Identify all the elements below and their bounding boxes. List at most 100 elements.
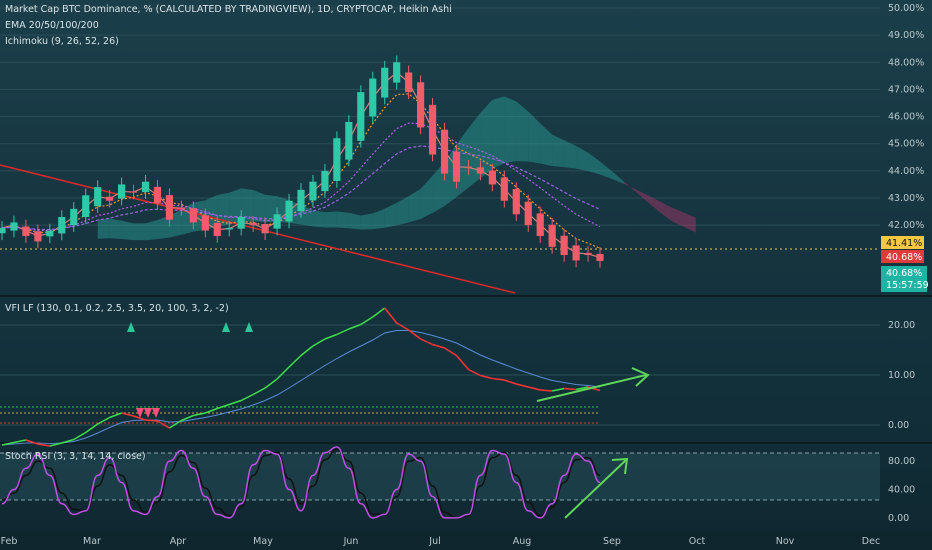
candle [82, 188, 90, 224]
price-badge-yellow-text: 41.41% [886, 238, 922, 249]
vfi-grid [0, 324, 880, 426]
kumo-bear-segment [659, 201, 672, 222]
candle-body [273, 214, 281, 229]
stoch-pane[interactable]: 80.00 40.00 0.00 [0, 446, 915, 524]
kumo-bull-segment [360, 213, 373, 230]
price-tick-label: 43.00% [888, 193, 924, 204]
price-tick-label: 50.00% [888, 3, 924, 14]
kumo-bull-segment [552, 134, 565, 168]
kumo-bull-segment [241, 188, 254, 222]
candle [22, 219, 30, 243]
time-axis-bg [0, 530, 932, 550]
vfi-segment [384, 307, 398, 324]
kumo-bull-segment [588, 152, 600, 175]
time-axis[interactable]: Feb Mar Apr May Jun Jul Aug Sep Oct Nov Dec [0, 530, 932, 550]
buy-signal-triangle [222, 322, 230, 332]
candle [225, 221, 233, 237]
current-price-badge [881, 266, 927, 292]
vfi-tick-label: 20.00 [888, 320, 915, 331]
candle-body [452, 151, 461, 182]
kumo-bear-segment [647, 195, 660, 213]
vfi-segment [372, 307, 386, 318]
candle-body [536, 213, 544, 236]
candle-body [237, 217, 245, 229]
candle [452, 144, 461, 189]
candle-body [129, 191, 138, 193]
kumo-bull-segment [229, 188, 242, 225]
candle-body [357, 92, 365, 141]
candle [34, 224, 42, 249]
candle [261, 217, 269, 241]
kumo-bull-segment [540, 123, 553, 167]
candle-body [381, 67, 389, 98]
candle [572, 238, 580, 268]
candle [488, 163, 496, 192]
candle-body [524, 201, 532, 226]
vfi-axis[interactable]: 20.00 10.00 0.00 [888, 320, 915, 431]
vfi-segment [396, 322, 410, 331]
ema-legend[interactable]: EMA 20/50/100/200 [5, 20, 99, 31]
candle-body [261, 223, 269, 234]
kumo-bull-segment [217, 192, 230, 227]
candle [560, 228, 568, 262]
candle-body [34, 231, 42, 242]
time-tick-label: Jun [343, 536, 359, 547]
price-axis[interactable]: 50.00% 49.00% 48.00% 47.00% 46.00% 45.00% 44.0… [888, 3, 924, 231]
kumo-bull-segment [348, 212, 361, 230]
candle-body [118, 184, 126, 199]
candle [309, 174, 317, 208]
kumo-bull-segment [157, 215, 170, 240]
candle [393, 55, 401, 90]
candle-body [106, 196, 114, 201]
vfi-segment [348, 323, 362, 330]
vfi-segment [169, 419, 182, 429]
ichimoku-legend[interactable]: Ichimoku (9, 26, 52, 26) [5, 36, 119, 47]
vfi-segment [121, 412, 134, 417]
heikin-ashi-candles [0, 55, 604, 268]
candle [237, 210, 245, 236]
kumo-bull-segment [432, 162, 445, 213]
candle-body [0, 227, 6, 234]
vfi-pane[interactable]: 20.00 10.00 0.00 [0, 307, 915, 447]
candle-body [560, 235, 568, 255]
candle-body [22, 226, 30, 236]
vfi-segment [157, 420, 170, 429]
candle [500, 170, 508, 208]
stoch-tick-label: 40.00 [888, 485, 915, 496]
candle-body [321, 170, 329, 192]
candle-body [153, 186, 162, 204]
price-tick-label: 42.00% [888, 220, 924, 231]
candle-body [440, 129, 449, 174]
candle-body [369, 78, 377, 117]
candle [141, 174, 150, 199]
candle [381, 60, 389, 105]
kumo-bull-segment [396, 196, 409, 226]
candle-body [512, 189, 520, 215]
vfi-segment [564, 387, 577, 391]
stoch-k-line [1, 446, 601, 519]
vfi-segment [73, 431, 87, 441]
stoch-lines [1, 446, 601, 519]
vfi-segment [217, 403, 230, 410]
price-pane[interactable]: 50.00% 49.00% 48.00% 47.00% 46.00% 45.00% 44.0… [0, 3, 924, 294]
vfi-segment [97, 416, 110, 425]
candle [524, 194, 532, 232]
candle [118, 177, 126, 206]
time-tick-label: Feb [1, 536, 18, 547]
candle [596, 247, 604, 268]
candle-body [249, 222, 257, 226]
stoch-axis[interactable]: 80.00 40.00 0.00 [888, 456, 915, 524]
vfi-segment [360, 316, 374, 326]
vfi-segment [324, 333, 338, 340]
vfi-segment [145, 419, 158, 422]
vfi-legend[interactable]: VFI LF (130, 0.1, 0.2, 2.5, 3.5, 20, 100… [5, 303, 229, 314]
candle [177, 200, 185, 216]
vfi-segment [133, 415, 146, 421]
buy-signal-triangle [245, 322, 253, 332]
vfi-segment [37, 443, 50, 447]
kumo-bull-segment [600, 161, 612, 179]
candle [584, 246, 592, 262]
stoch-legend[interactable]: Stoch RSI (3, 3, 14, 14, close) [5, 451, 146, 462]
candle-body [285, 200, 293, 222]
stoch-trend-arrow [564, 457, 629, 519]
